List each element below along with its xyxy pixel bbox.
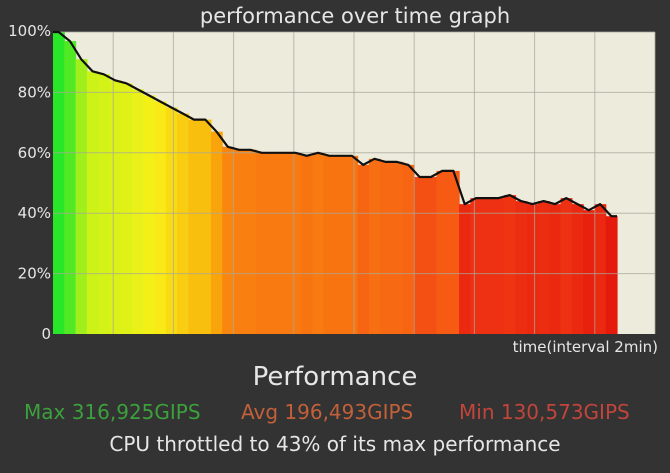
area-segment <box>120 83 133 334</box>
area-segment <box>109 80 122 334</box>
area-segment <box>267 152 280 334</box>
area-segment <box>98 74 110 334</box>
area-segment <box>560 198 573 334</box>
area-segment <box>53 32 65 334</box>
area-segment <box>357 164 370 334</box>
area-segment <box>346 155 359 334</box>
area-segment <box>515 201 528 334</box>
area-segment <box>368 158 381 334</box>
area-segment <box>177 113 189 334</box>
area-segment <box>335 155 347 334</box>
y-tick-label: 60% <box>18 144 51 162</box>
area-segment <box>549 204 562 334</box>
area-segment <box>583 210 596 334</box>
performance-line <box>53 30 617 218</box>
area-segment <box>538 201 550 334</box>
min-performance-value: Min 130,573GIPS <box>459 400 630 424</box>
stats-row: Max 316,925GIPS Avg 196,493GIPS Min 130,… <box>0 400 670 428</box>
y-tick-label: 40% <box>18 204 51 222</box>
area-segment <box>289 152 302 334</box>
area-segment <box>244 149 257 334</box>
area-segment <box>131 89 144 334</box>
area-segment <box>526 204 539 334</box>
area-segment <box>154 101 167 335</box>
y-tick-label: 0 <box>41 325 51 343</box>
avg-performance-value: Avg 196,493GIPS <box>241 400 414 424</box>
area-segment <box>86 71 99 334</box>
area-segment <box>233 149 246 334</box>
area-segment <box>492 198 505 334</box>
area-segment <box>64 41 77 335</box>
area-segment <box>278 152 291 334</box>
area-segment <box>402 164 415 334</box>
throttle-message: CPU throttled to 43% of its max performa… <box>109 432 561 456</box>
area-segment <box>199 119 212 334</box>
area-segment <box>312 152 325 334</box>
y-tick-label: 80% <box>18 83 51 101</box>
area-segment <box>222 146 235 334</box>
area-segment <box>459 204 471 334</box>
area-segment <box>143 95 156 334</box>
performance-chart: 0 20% 40% 60% 80% 100% <box>8 22 656 343</box>
area-segment <box>165 107 178 334</box>
area-segment <box>605 216 618 334</box>
area-segment <box>75 59 88 335</box>
area-segment <box>481 198 494 334</box>
y-tick-label: 100% <box>8 22 51 40</box>
area-segment <box>413 176 426 334</box>
chart-title: performance over time graph <box>199 4 511 28</box>
y-tick-label: 20% <box>18 265 51 283</box>
area-segment <box>188 119 201 334</box>
area-segment <box>470 198 483 334</box>
area-segment <box>380 161 392 334</box>
max-performance-value: Max 316,925GIPS <box>24 400 201 424</box>
area-segment <box>425 176 438 334</box>
area-segment <box>301 155 314 334</box>
area-segment <box>391 161 404 334</box>
area-segment <box>447 170 460 334</box>
area-segment <box>504 195 517 334</box>
area-segment <box>436 170 449 334</box>
area-segment <box>256 152 268 334</box>
area-segment <box>571 204 584 334</box>
area-segment <box>323 155 336 334</box>
performance-heading: Performance <box>252 362 418 392</box>
x-axis-label: time(interval 2min) <box>512 338 658 356</box>
area-segment <box>594 204 607 334</box>
area-segment <box>210 131 223 334</box>
